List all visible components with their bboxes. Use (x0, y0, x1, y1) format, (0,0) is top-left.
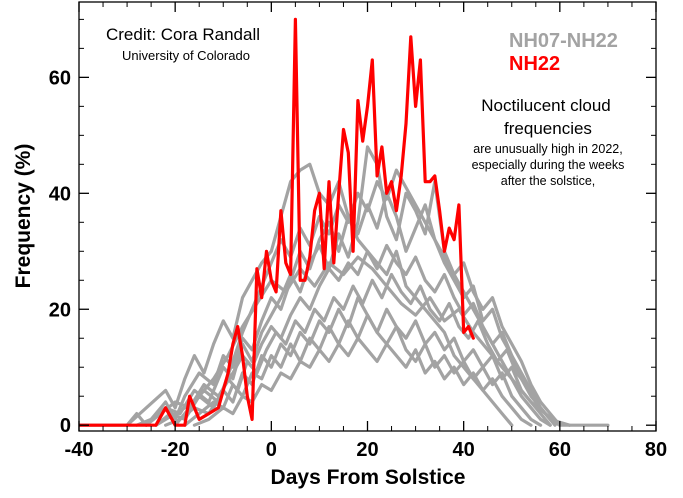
y-tick-label: 20 (49, 299, 71, 321)
annotation-title-line-1: Noctilucent cloud (481, 96, 610, 115)
nh22-series-line (79, 17, 475, 427)
x-axis-title: Days From Solstice (271, 466, 466, 489)
annotation-title-line-2: frequencies (504, 119, 592, 138)
plot-frame (78, 1, 657, 432)
historical-series-line-7 (192, 336, 533, 427)
x-axis-ticks: -40 -20 0 20 40 60 80 (65, 2, 667, 461)
y-tick-label: 40 (49, 183, 71, 205)
x-tick-label: 80 (645, 439, 667, 461)
x-tick-label: -20 (161, 439, 190, 461)
nh22-series-line-group (79, 17, 475, 427)
credit-text: Credit: Cora Randall (106, 25, 260, 44)
annotation: Noctilucent cloud frequencies are unusua… (472, 96, 625, 188)
x-tick-label: 40 (453, 439, 475, 461)
x-tick-label: 20 (356, 439, 378, 461)
y-tick-label: 0 (60, 415, 71, 437)
historical-series-lines (79, 145, 610, 427)
y-axis-title: Frequency (%) (12, 144, 35, 289)
x-tick-label: 0 (266, 439, 277, 461)
legend-entry-historical: NH07-NH22 (509, 30, 618, 52)
annotation-body-line-1: are unusually high in 2022, (473, 142, 622, 156)
historical-series-line-8 (173, 168, 552, 427)
legend: NH07-NH22 NH22 (509, 30, 618, 75)
y-axis-ticks: 0 20 40 60 (49, 18, 656, 437)
annotation-body-line-2: especially during the weeks (472, 158, 625, 172)
x-tick-label: -40 (65, 439, 94, 461)
x-tick-label: 60 (549, 439, 571, 461)
credit-affiliation: University of Colorado (122, 48, 250, 63)
historical-series-line-3 (144, 243, 572, 427)
annotation-body-line-3: after the solstice, (501, 174, 596, 188)
legend-entry-nh22: NH22 (509, 53, 560, 75)
y-tick-label: 60 (49, 67, 71, 89)
plot-area: -40 -20 0 20 40 60 80 0 20 40 60 (49, 1, 667, 461)
